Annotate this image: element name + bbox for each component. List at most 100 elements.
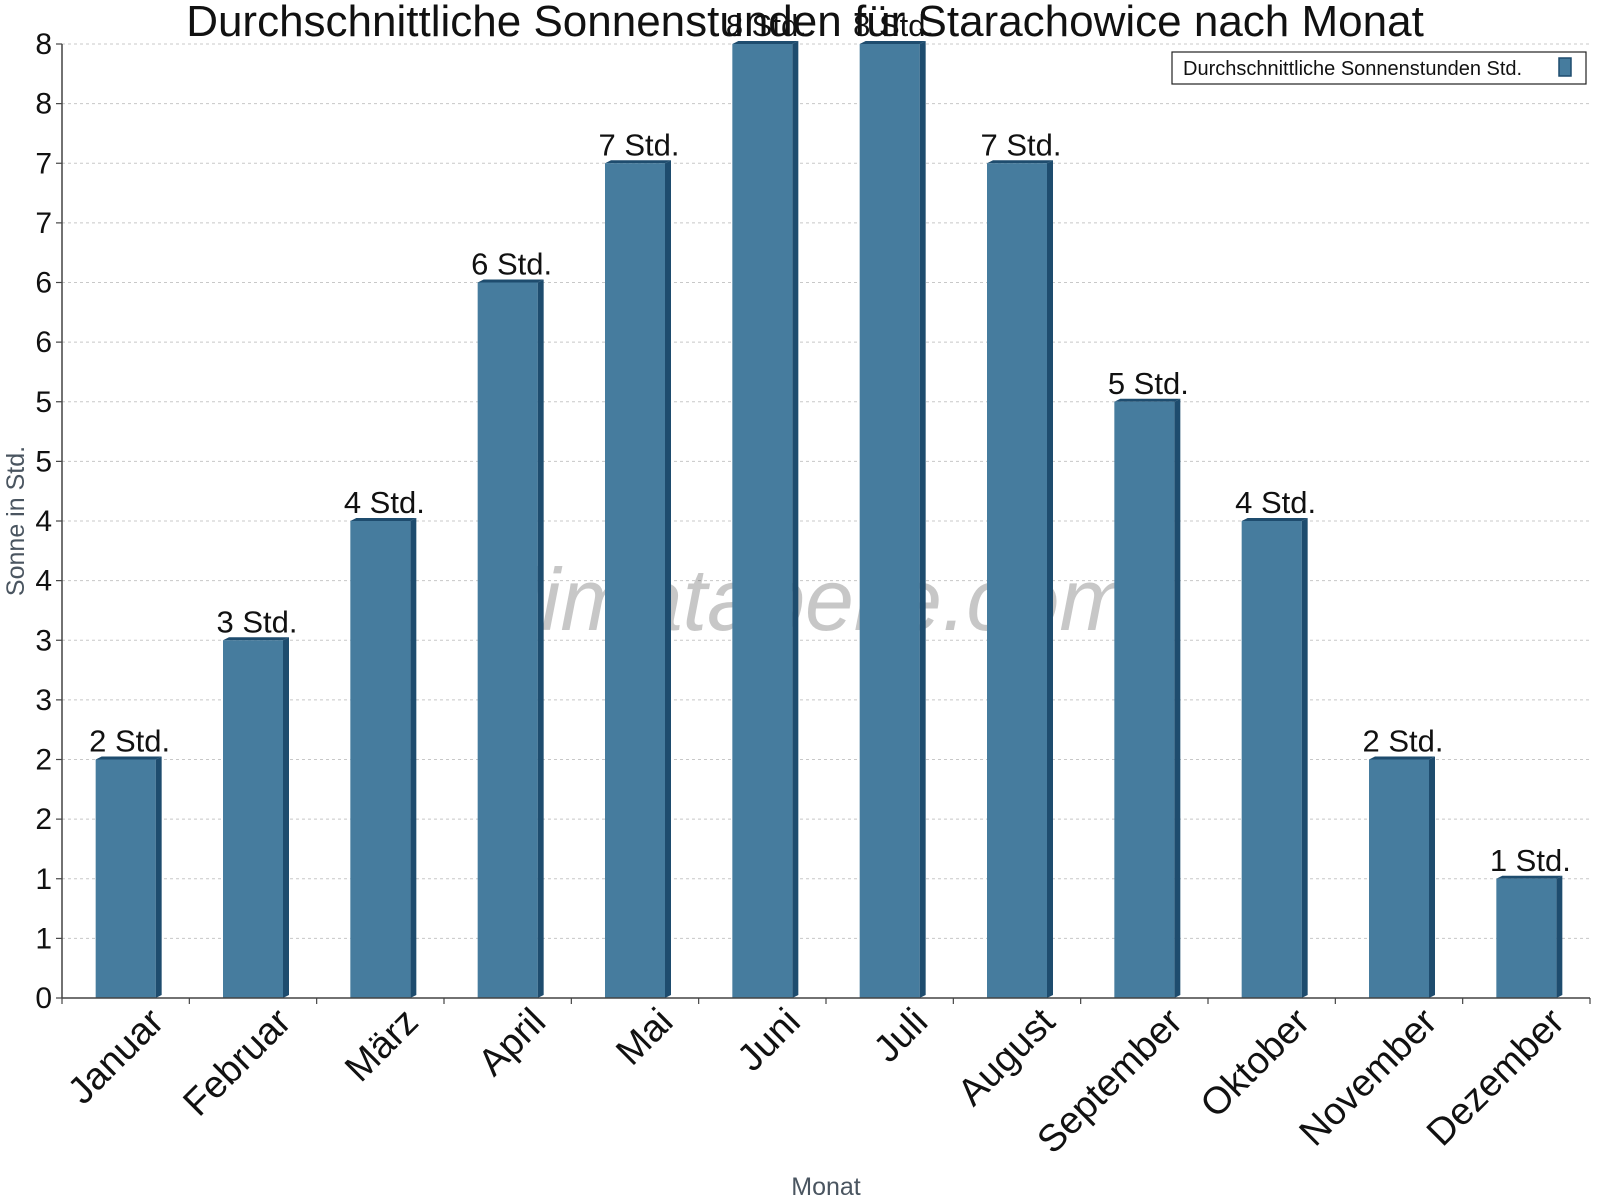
data-labels: 2 Std. 3 Std. 4 Std. 6 Std. 7 Std. 8 Std. 8 St… [89,8,1571,878]
y-tick-label: 5 [35,386,52,419]
x-tick-label: Dezember [1419,1000,1573,1154]
bar-front [1369,759,1429,998]
bar-front [223,640,283,998]
bar-top [477,279,544,283]
bar-januar [95,756,162,998]
data-label: 3 Std. [217,604,298,639]
y-tick-label: 0 [35,982,52,1015]
legend-box [1171,51,1587,85]
bar-front [859,44,920,998]
bar-top [1241,518,1308,521]
x-axis-ticks: Januar Februar März April Mai Juni Juli AugustS… [60,998,1591,1162]
bar-side [1301,518,1308,998]
bar-top [732,41,799,44]
legend-swatch [1558,57,1572,77]
x-tick-label: Juli [866,1001,936,1071]
bar-front [1114,401,1175,998]
y-tick-label: 3 [35,624,52,657]
bar-front [987,163,1047,998]
bar-top [859,41,926,44]
data-label: 4 Std. [1235,485,1316,520]
data-label: 1 Std. [1490,843,1571,878]
data-label: 5 Std. [1108,366,1189,401]
bar-side [1047,160,1053,998]
x-tick-label: November [1292,1000,1446,1154]
bar-front [605,163,665,998]
bar-side [410,518,417,998]
y-tick-label: 2 [35,803,52,836]
data-label: 8 Std. [726,8,807,43]
bars [95,41,1563,998]
data-label: 4 Std. [344,485,425,520]
bar-side [283,637,289,998]
x-tick-label: Februar [176,1000,300,1124]
bar-front [1496,878,1557,998]
bar-front [350,521,411,998]
bar-top [605,160,671,164]
bar-dezember [1496,875,1563,998]
legend: Durchschnittliche Sonnenstunden Std. [1171,51,1587,85]
x-tick-label: Oktober [1193,1000,1319,1126]
data-label: 8 Std. [853,8,934,43]
bar-november [1369,756,1435,998]
y-tick-label: 8 [35,88,52,121]
bar-oktober [1241,518,1308,998]
y-tick-label: 1 [35,863,52,896]
bar-side [1429,756,1435,998]
legend-label: Durchschnittliche Sonnenstunden Std. [1183,58,1522,80]
data-label: 2 Std. [1363,724,1444,759]
bar-side [155,756,162,998]
y-axis-ticks: 0 1 1 2 2 3 3 4 4 5 5 6 6 7 7 8 8 [35,28,62,1015]
y-tick-label: 7 [35,207,52,240]
x-tick-label: August [950,1000,1064,1114]
bar-top [223,637,289,641]
grid-lines [62,43,1590,939]
bar-märz [350,518,417,998]
bar-februar [223,637,289,998]
data-label: 2 Std. [89,724,170,759]
y-tick-label: 1 [35,922,52,955]
x-tick-label: Juni [730,1001,809,1080]
y-tick-label: 5 [35,445,52,478]
x-tick-label: Januar [60,1000,172,1112]
bar-front [95,759,156,998]
data-label: 7 Std. [599,127,680,162]
bar-front [1241,521,1302,998]
bar-top [95,756,162,760]
bar-september [1114,398,1181,998]
bar-juni [732,41,799,998]
data-label: 7 Std. [981,127,1062,162]
bar-side [665,160,671,998]
bar-august [987,160,1053,998]
y-tick-label: 6 [35,267,52,300]
y-tick-label: 8 [35,28,52,61]
bar-side [919,41,926,998]
y-tick-label: 7 [35,147,52,180]
bar-side [1174,398,1181,998]
bar-top [1114,398,1181,402]
x-tick-label: April [471,1001,554,1084]
y-tick-label: 3 [35,684,52,717]
y-axis-label: Sonne in Std. [2,446,30,596]
x-tick-label: Mai [608,1001,681,1074]
bar-side [1556,875,1563,998]
y-tick-label: 6 [35,326,52,359]
x-axis-label: Monat [791,1173,861,1200]
y-tick-label: 4 [35,565,52,598]
y-tick-label: 2 [35,744,52,777]
bar-side [792,41,799,998]
bar-top [987,160,1053,164]
bar-side [537,279,544,998]
chart-title: Durchschnittliche Sonnenstunden für Star… [186,0,1424,46]
bar-juli [859,41,926,998]
x-tick-label: März [337,1001,426,1090]
y-tick-label: 4 [35,505,52,538]
bar-top [1496,875,1563,879]
bar-april [477,279,544,998]
bar-top [350,518,417,521]
bar-mai [605,160,671,998]
data-label: 6 Std. [471,247,552,282]
bar-front [477,282,538,998]
bar-top [1369,756,1435,760]
